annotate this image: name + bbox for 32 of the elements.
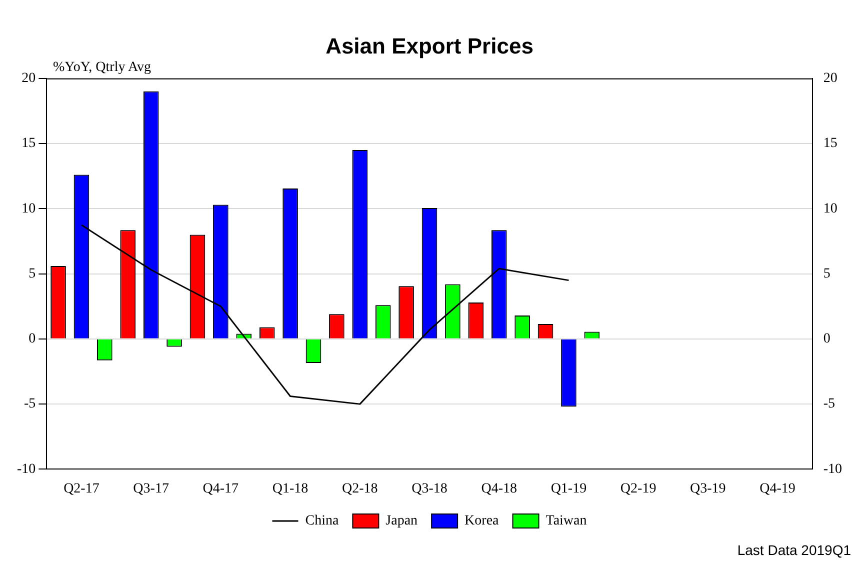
- y-tick-label: -5: [24, 396, 36, 412]
- legend-label: China: [305, 514, 340, 529]
- text: Last Data 2019Q1: [737, 542, 851, 558]
- y2-tick-label: 20: [823, 71, 838, 86]
- y-tick-label: 0: [28, 332, 36, 347]
- chart-title: Asian Export Prices: [326, 33, 534, 58]
- y-tick-label: -10: [16, 462, 36, 477]
- legend-label: Japan: [386, 514, 418, 529]
- x-tick-label: Q1-19: [550, 481, 587, 496]
- x-tick-label: Q2-18: [342, 481, 378, 496]
- x-tick-label: Q2-17: [64, 481, 100, 496]
- legend-label: Taiwan: [546, 514, 587, 529]
- y2-tick-label: 5: [823, 266, 830, 282]
- x-tick-label: Q4-19: [760, 481, 796, 496]
- x-tick-label: Q1-18: [272, 481, 308, 496]
- x-tick-label: Q3-17: [133, 481, 169, 496]
- y-tick-label: 20: [22, 71, 36, 86]
- x-tick-label: Q4-17: [202, 481, 239, 496]
- y2-tick-label: 15: [823, 136, 838, 152]
- y-tick-label: 10: [22, 201, 36, 216]
- x-tick-label: Q3-18: [412, 481, 448, 496]
- y2-tick-label: 0: [823, 332, 830, 347]
- y-axis-title: %YoY, Qtrly Avg: [53, 60, 152, 76]
- y-tick-label: 15: [22, 136, 36, 152]
- legend-label: Korea: [464, 514, 500, 529]
- x-tick-label: Q2-19: [620, 481, 656, 496]
- y2-tick-label: 10: [823, 201, 838, 216]
- y-tick-label: 5: [28, 266, 36, 282]
- x-tick-label: Q4-18: [481, 481, 517, 496]
- x-tick-label: Q3-19: [690, 481, 726, 496]
- y2-tick-label: -5: [823, 396, 836, 412]
- y2-tick-label: -10: [823, 462, 842, 477]
